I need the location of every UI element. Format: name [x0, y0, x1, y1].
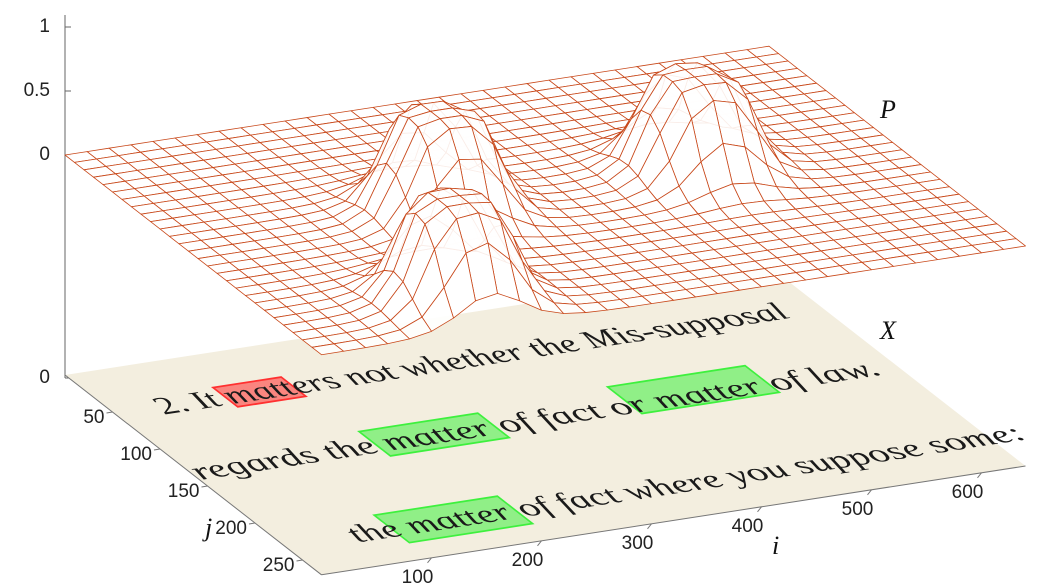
y-tick-label: 200	[215, 518, 247, 539]
y-tick-label: 150	[168, 481, 200, 502]
x-tick-label: 300	[622, 533, 654, 554]
y-tick	[296, 559, 303, 562]
x-tick-label: 400	[732, 516, 764, 537]
detection-box	[357, 412, 512, 457]
x-tick-label: 500	[842, 499, 874, 520]
image-label: X	[879, 316, 897, 345]
x-tick-label: 200	[512, 550, 544, 571]
x-tick	[647, 523, 652, 530]
image-plane	[65, 266, 1026, 575]
z-tick-label: 0	[39, 144, 50, 165]
x-tick	[537, 540, 542, 547]
x-tick	[427, 557, 432, 564]
x-tick	[977, 472, 982, 479]
x-tick-label: 600	[952, 482, 984, 503]
detection-box	[605, 364, 782, 415]
z-tick-label: 0	[39, 367, 50, 388]
y-tick-label: 50	[83, 407, 104, 428]
x-tick	[757, 506, 762, 513]
z-tick-label: 1	[39, 16, 50, 37]
surface-label: P	[879, 95, 896, 124]
x-tick-label: 100	[402, 567, 434, 583]
y-tick-label: 100	[120, 444, 152, 465]
z-tick-label: 0.5	[24, 80, 50, 101]
detection-box	[372, 495, 535, 544]
surface-face	[311, 343, 344, 356]
y-tick	[153, 448, 161, 451]
detection-box	[210, 376, 308, 408]
y-axis-label: j	[202, 513, 212, 542]
y-tick	[201, 485, 208, 488]
x-axis	[321, 465, 1026, 576]
x-tick	[867, 489, 872, 496]
y-tick	[248, 522, 256, 525]
y-tick	[106, 411, 113, 414]
y-axis	[64, 374, 322, 576]
x-axis-label: i	[772, 531, 779, 560]
y-tick-label: 250	[263, 555, 295, 576]
